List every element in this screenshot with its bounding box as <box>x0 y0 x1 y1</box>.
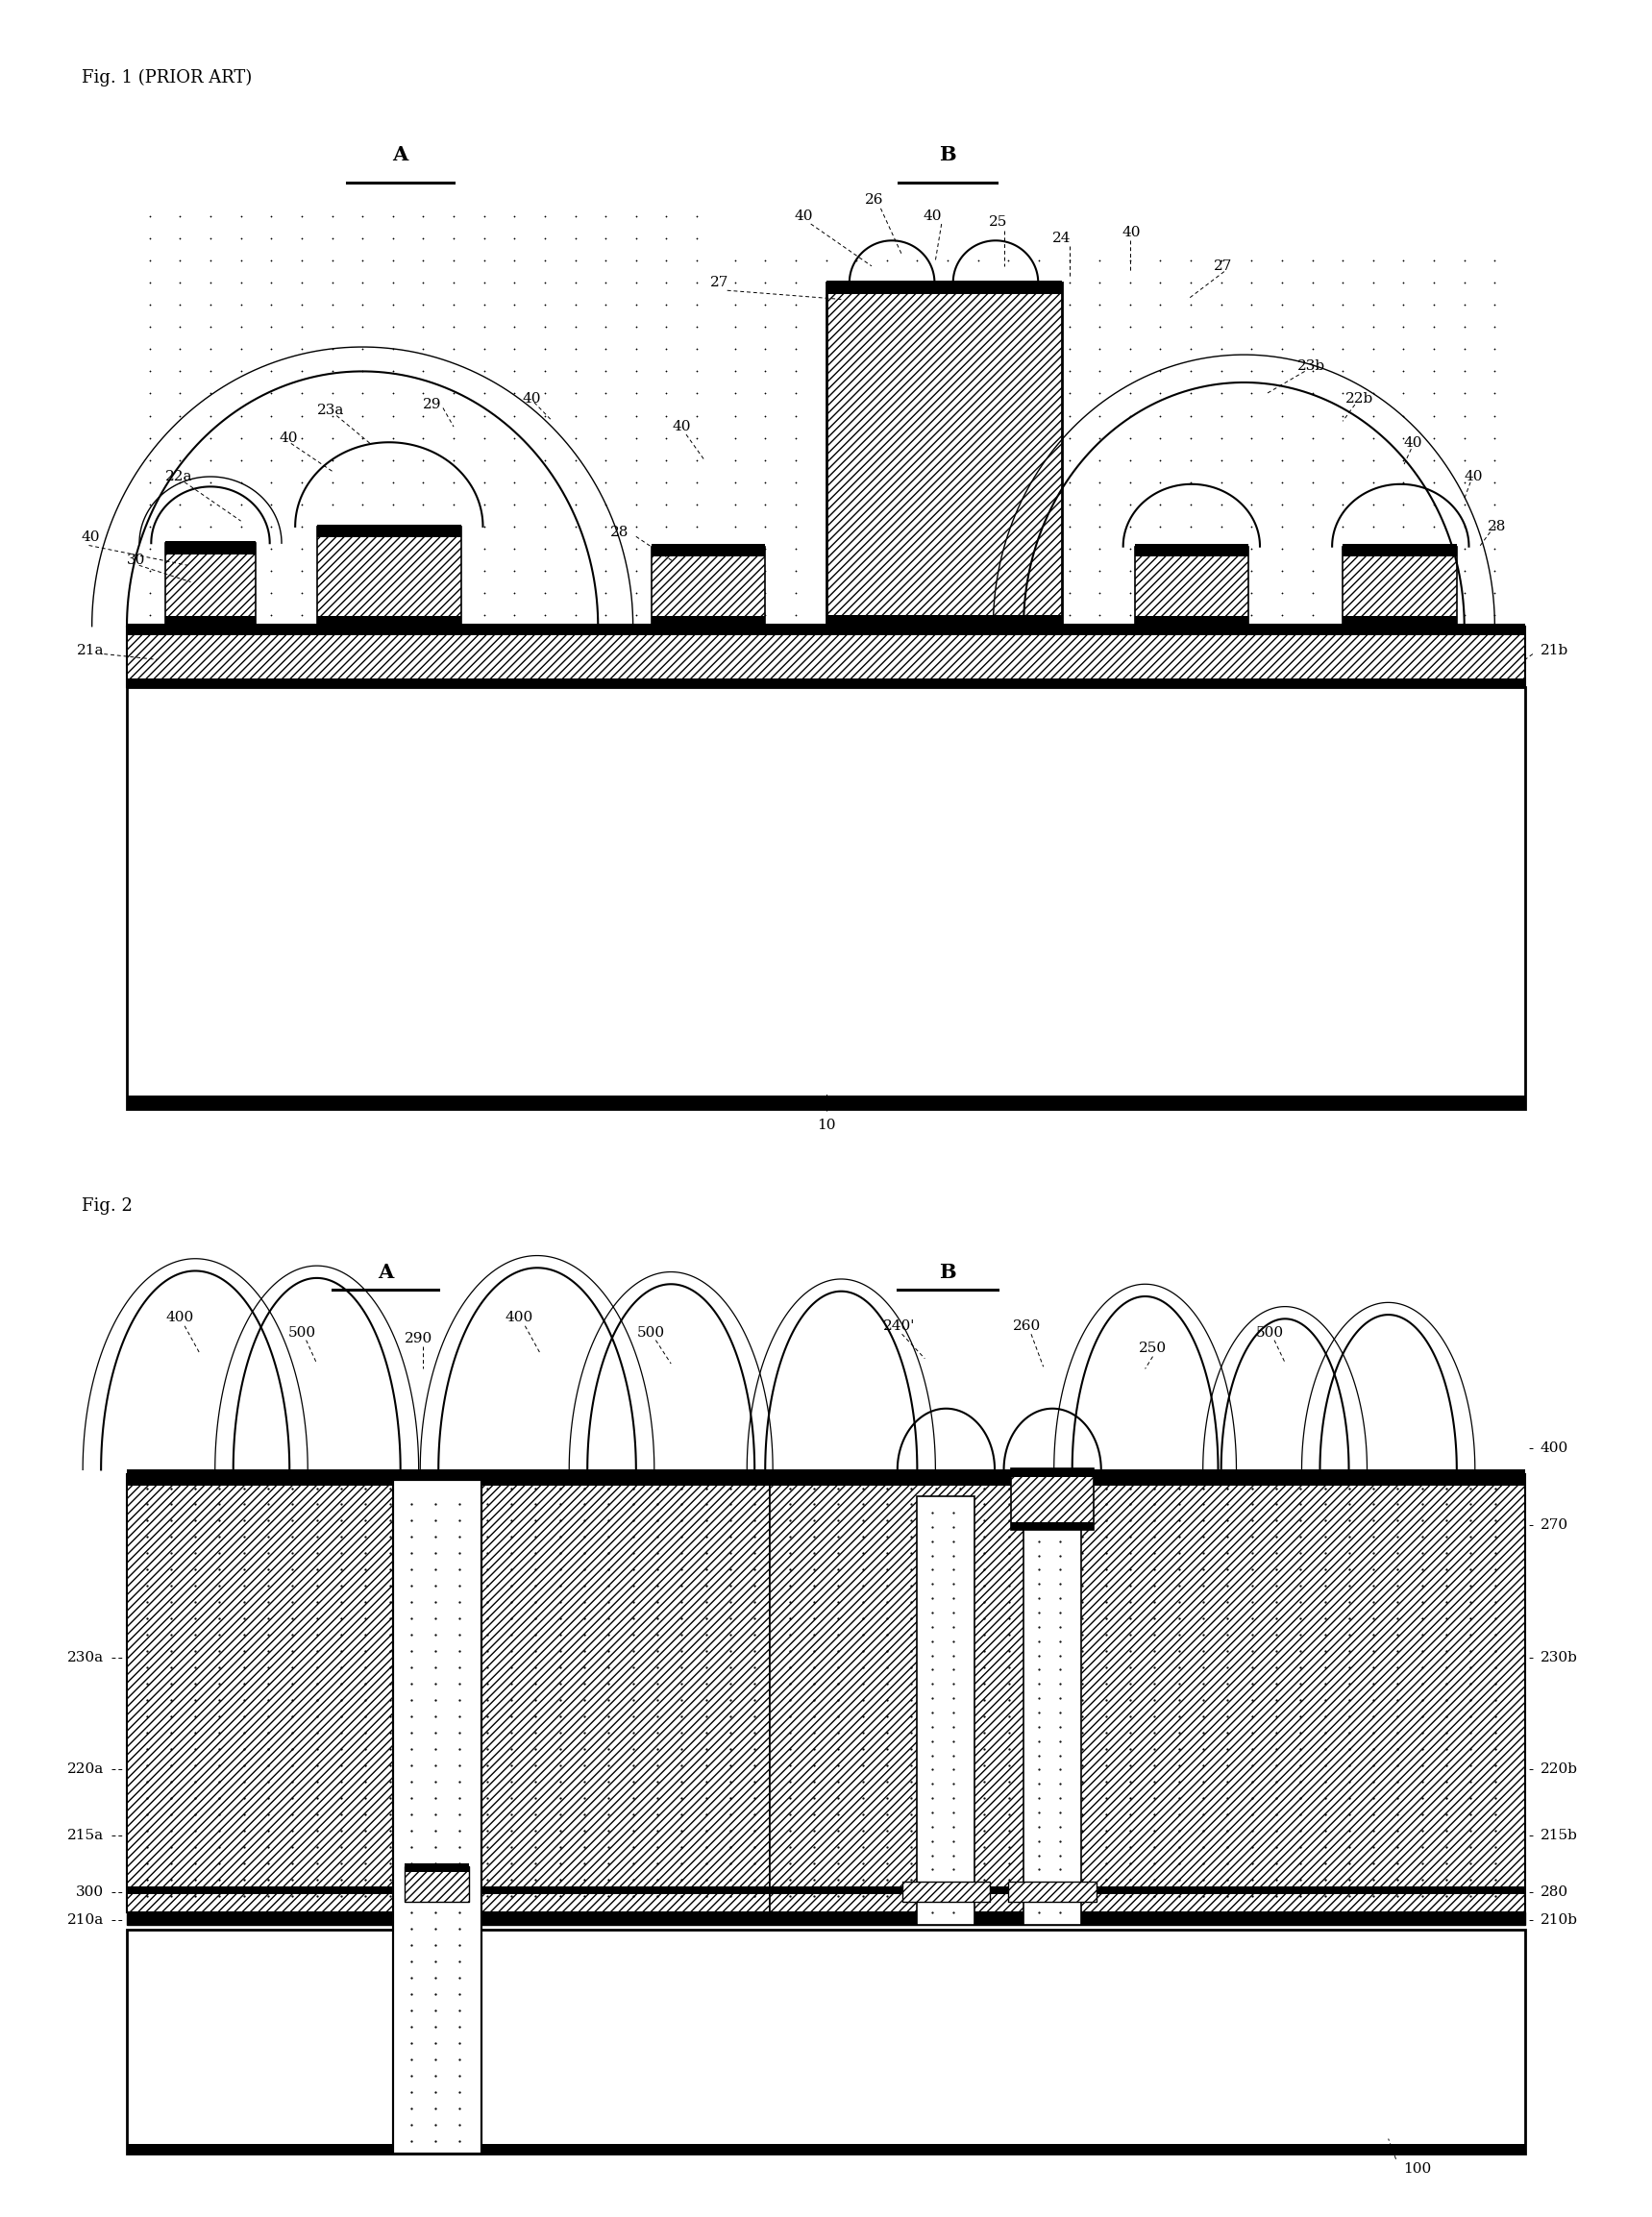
Text: 30: 30 <box>127 552 145 568</box>
Text: 500: 500 <box>1256 1326 1284 1339</box>
Bar <box>317 616 461 625</box>
Bar <box>1135 545 1249 556</box>
Text: 40: 40 <box>279 430 297 446</box>
Text: 40: 40 <box>672 419 691 435</box>
Text: 24: 24 <box>1052 231 1070 246</box>
Bar <box>1343 545 1457 556</box>
Text: 215b: 215b <box>1540 1829 1578 1842</box>
Text: 40: 40 <box>923 208 942 224</box>
Bar <box>1011 1468 1094 1530</box>
Text: 500: 500 <box>287 1326 316 1339</box>
Text: 23a: 23a <box>317 403 344 417</box>
Text: Fig. 1 (PRIOR ART): Fig. 1 (PRIOR ART) <box>81 69 251 86</box>
Bar <box>1343 548 1457 625</box>
Text: 210b: 210b <box>1540 1913 1578 1927</box>
Text: 40: 40 <box>1404 437 1422 450</box>
Text: 230b: 230b <box>1540 1652 1578 1665</box>
Text: 21b: 21b <box>1540 643 1568 658</box>
Text: 28: 28 <box>610 525 628 539</box>
Bar <box>127 1929 1525 2155</box>
Bar <box>405 1862 469 1871</box>
Bar <box>917 1496 975 1924</box>
Bar <box>826 614 1062 625</box>
Bar <box>127 1913 1525 1924</box>
Text: 400: 400 <box>506 1310 534 1324</box>
Text: 40: 40 <box>795 208 813 224</box>
Text: 23b: 23b <box>1297 359 1325 372</box>
Bar <box>127 687 1525 1108</box>
Bar <box>127 1095 1525 1108</box>
Text: 40: 40 <box>1464 470 1483 483</box>
Text: 220a: 220a <box>68 1763 104 1776</box>
Text: 40: 40 <box>522 392 540 406</box>
Text: 22b: 22b <box>1346 392 1374 406</box>
Text: 29: 29 <box>423 397 443 412</box>
Bar <box>165 616 256 625</box>
Text: 25: 25 <box>988 215 1008 228</box>
Bar <box>1011 1521 1094 1530</box>
Text: 21a: 21a <box>76 643 104 658</box>
Text: 230a: 230a <box>68 1652 104 1665</box>
Bar <box>127 1470 1525 1485</box>
Bar <box>826 279 1062 295</box>
Bar <box>826 282 1062 625</box>
Bar <box>127 678 1525 687</box>
Text: A: A <box>377 1261 393 1281</box>
Text: 500: 500 <box>638 1326 666 1339</box>
Bar <box>1135 616 1249 625</box>
Bar <box>1011 1468 1094 1477</box>
Bar <box>902 1882 990 1902</box>
Bar <box>127 1887 1525 1893</box>
Text: 27: 27 <box>1214 259 1232 273</box>
Bar <box>127 1474 1525 1913</box>
Text: 215a: 215a <box>68 1829 104 1842</box>
Bar <box>393 1481 481 2155</box>
Bar <box>165 543 256 625</box>
Text: 210a: 210a <box>68 1913 104 1927</box>
Bar <box>770 1474 1525 1913</box>
Text: 27: 27 <box>710 275 729 290</box>
Text: 290: 290 <box>405 1332 433 1346</box>
Bar <box>127 1474 770 1913</box>
Bar <box>165 541 256 554</box>
Bar <box>1343 616 1457 625</box>
Bar <box>405 1867 469 1902</box>
Text: 40: 40 <box>1122 226 1142 239</box>
Text: 280: 280 <box>1540 1884 1568 1898</box>
Bar <box>651 548 765 625</box>
Text: B: B <box>938 1261 957 1281</box>
Text: 400: 400 <box>165 1310 195 1324</box>
Text: Fig. 2: Fig. 2 <box>81 1197 132 1215</box>
Bar <box>127 2144 1525 2155</box>
Text: 300: 300 <box>76 1884 104 1898</box>
Text: 250: 250 <box>1138 1341 1166 1355</box>
Text: 100: 100 <box>1404 2162 1432 2177</box>
Text: 40: 40 <box>81 530 101 545</box>
Bar <box>651 616 765 625</box>
Text: 400: 400 <box>1540 1441 1568 1454</box>
Text: 220b: 220b <box>1540 1763 1578 1776</box>
Bar <box>127 625 1525 634</box>
Bar <box>1135 548 1249 625</box>
Bar <box>317 525 461 625</box>
Text: 260: 260 <box>1013 1319 1041 1332</box>
Text: A: A <box>393 146 408 164</box>
Text: 10: 10 <box>816 1117 836 1133</box>
Text: B: B <box>938 146 957 164</box>
Bar <box>651 545 765 556</box>
Bar <box>317 523 461 539</box>
Bar <box>393 1481 481 2155</box>
Text: 240': 240' <box>882 1319 915 1332</box>
Text: 270: 270 <box>1540 1519 1568 1532</box>
Bar <box>1008 1882 1097 1902</box>
Bar <box>127 625 1525 687</box>
Bar <box>1024 1496 1082 1924</box>
Text: 26: 26 <box>866 193 884 206</box>
Text: 22a: 22a <box>165 470 192 483</box>
Text: 28: 28 <box>1487 519 1505 534</box>
